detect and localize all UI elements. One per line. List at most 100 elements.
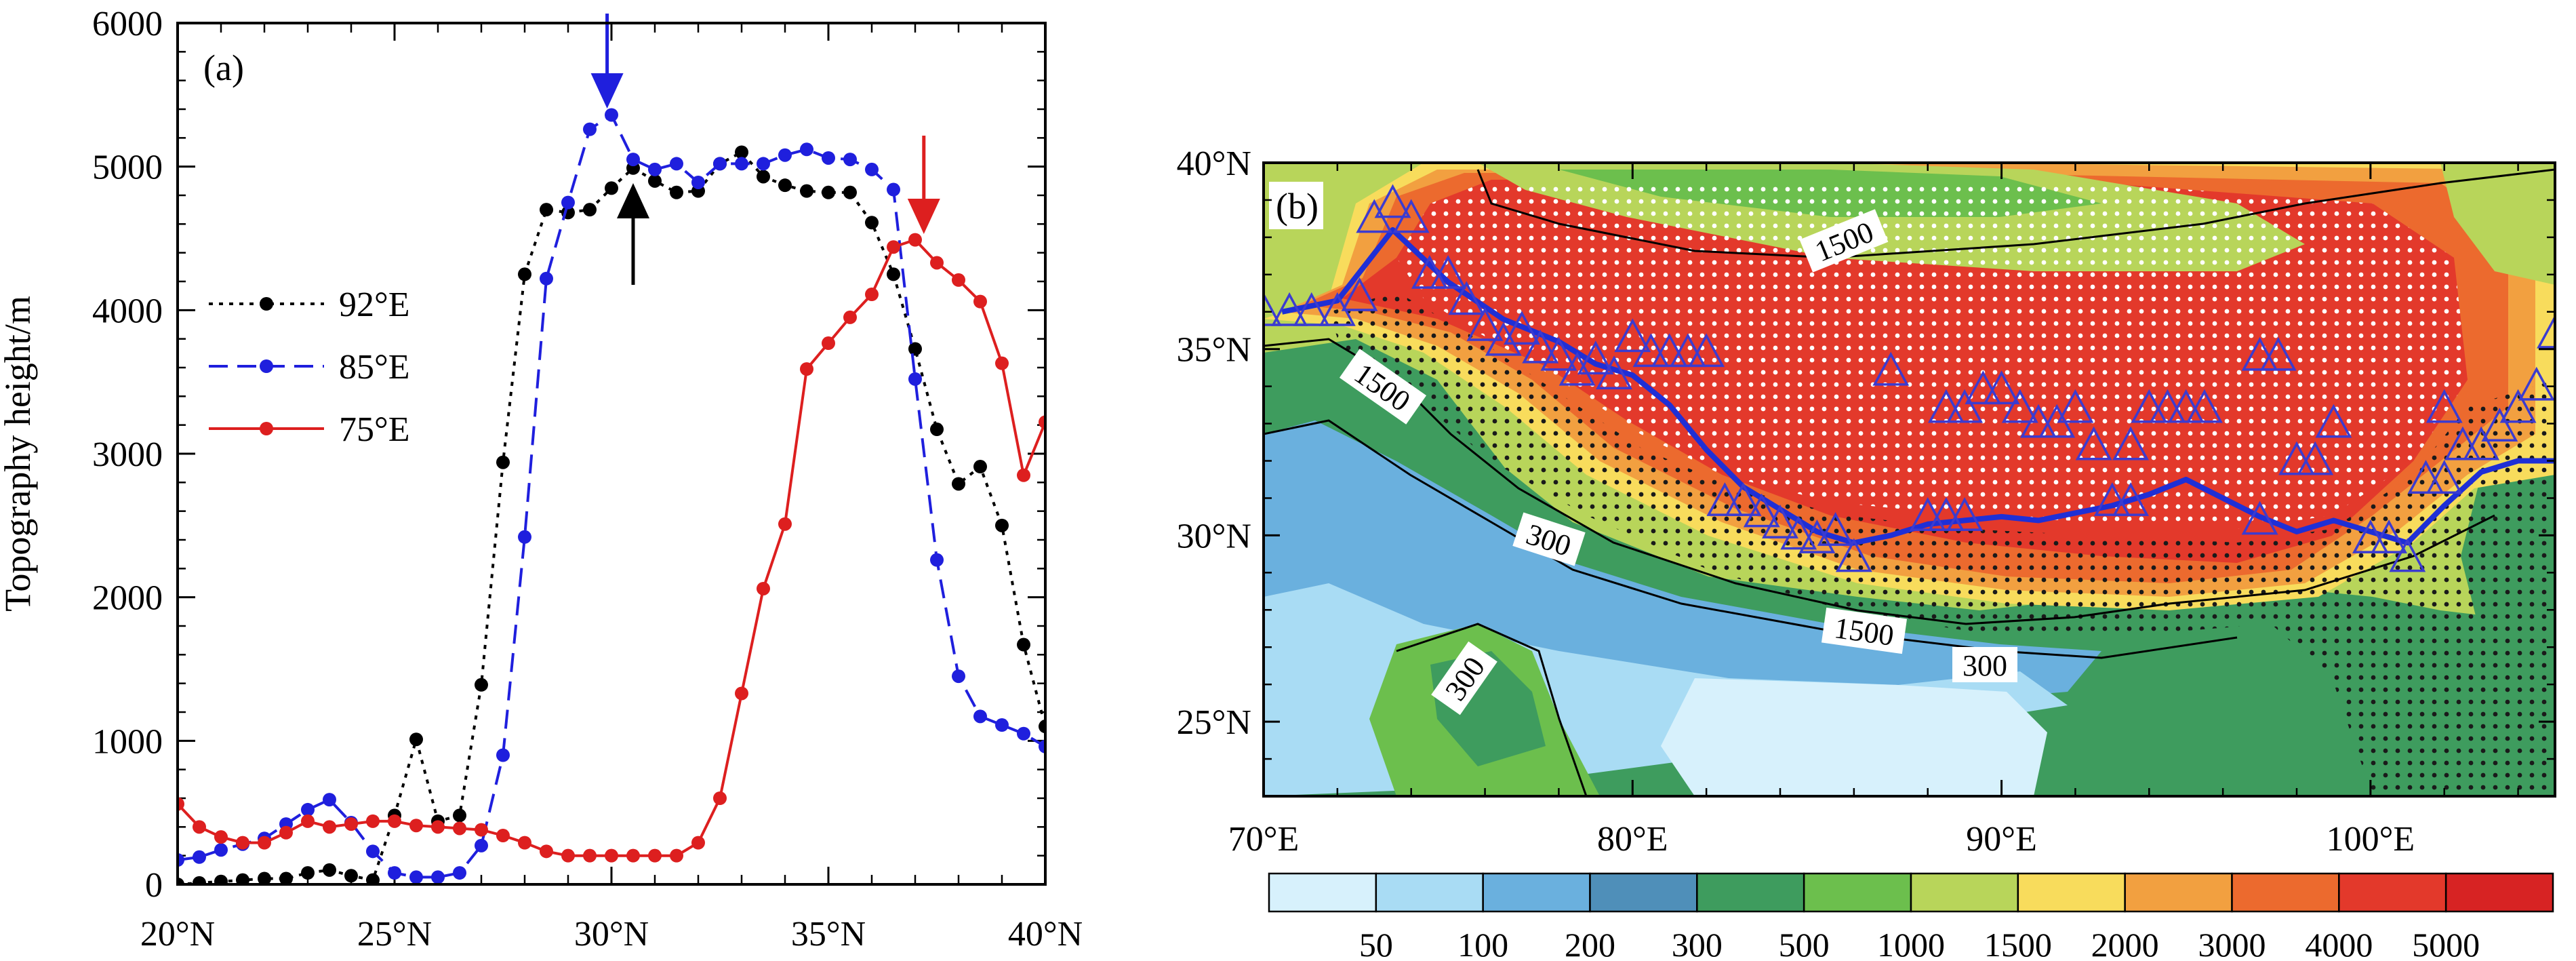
a-y-tick-label: 6000 (92, 5, 163, 43)
map-region-upper-right-green (2440, 163, 2555, 285)
series-point-0 (800, 184, 813, 198)
b-y-tick-label: 25°N (1177, 703, 1251, 742)
arrow-head-1 (617, 183, 649, 218)
series-point-2 (822, 336, 835, 351)
station-triangle (1271, 292, 1308, 326)
panel-a-arrows (590, 14, 940, 285)
panel-b-x-tick-labels: 70°E 80°E 90°E 100°E (1228, 820, 2415, 859)
series-point-2 (1039, 415, 1045, 429)
series-point-0 (865, 216, 879, 230)
b-y-tick-label: 40°N (1177, 144, 1251, 183)
series-point-1 (323, 793, 336, 807)
station-triangle (2112, 426, 2150, 460)
series-point-1 (561, 195, 575, 210)
series-line-2 (178, 238, 1045, 857)
series-point-0 (344, 869, 358, 883)
series-point-2 (757, 581, 770, 595)
series-point-0 (475, 678, 488, 692)
series-point-2 (887, 240, 900, 254)
colorbar-box (2017, 872, 2126, 913)
station-triangle (2352, 519, 2389, 553)
series-point-1 (453, 866, 466, 880)
station-triangle (2537, 314, 2555, 349)
panel-b-ticks (1262, 161, 2555, 796)
station-triangle (1983, 370, 2020, 405)
colorbar-label: 2000 (2091, 926, 2159, 961)
station-triangle (2426, 460, 2463, 494)
series-point-2 (475, 823, 488, 837)
station-triangle (2426, 389, 2463, 423)
station-triangle (1725, 482, 1762, 516)
a-y-tick-label: 2000 (92, 579, 163, 618)
colorbar-label: 200 (1565, 926, 1615, 961)
colorbar-box (1696, 872, 1805, 913)
colorbar-box (2124, 872, 2233, 913)
panel-a-legend: 92°E 85°E 75°E (209, 286, 410, 449)
station-triangle (1392, 199, 1430, 233)
series-point-0 (214, 874, 228, 884)
station-triangle (2444, 426, 2481, 460)
station-triangle (2278, 441, 2315, 475)
panel-a-x-tick-labels: 20°N 25°N 30°N 35°N 40°N (140, 915, 1083, 954)
series-point-2 (388, 814, 401, 828)
series-point-2 (691, 836, 705, 850)
station-triangle (1577, 340, 1614, 375)
series-point-2 (583, 848, 597, 863)
series-point-2 (193, 820, 206, 834)
station-triangle (1466, 307, 1504, 341)
series-point-2 (648, 848, 662, 863)
series-point-0 (1017, 638, 1030, 652)
series-point-0 (583, 203, 597, 217)
colorbar-box (1589, 872, 1698, 913)
colorbar-box (1482, 872, 1591, 913)
series-point-1 (540, 271, 553, 286)
series-point-0 (973, 460, 987, 474)
arrow-head-0 (590, 73, 624, 109)
colorbar-box (1803, 872, 1912, 913)
colorbar-box (1268, 872, 1377, 913)
contour-label-300-b: 300 (1952, 647, 2017, 682)
station-triangle (2518, 366, 2555, 401)
station-triangle (2241, 336, 2278, 371)
series-point-1 (691, 175, 705, 189)
series-point-2 (735, 686, 748, 701)
plateau-boundary-line (1281, 227, 2555, 546)
series-point-2 (605, 848, 618, 863)
series-point-1 (496, 748, 510, 762)
station-triangle (2499, 389, 2537, 423)
station-triangle (1927, 389, 1965, 423)
series-point-0 (496, 455, 510, 469)
panel-a-label: (a) (203, 47, 244, 88)
a-x-tick-label: 35°N (791, 915, 866, 954)
station-triangle (1762, 505, 1798, 538)
panel-a-ticks (176, 22, 1047, 886)
series-point-1 (409, 870, 423, 884)
series-point-1 (388, 866, 401, 880)
a-y-tick-label: 1000 (92, 722, 163, 761)
series-point-0 (279, 871, 293, 884)
colorbar: 50 100 200 300 500 1000 1500 2000 3000 4000 5000 (1268, 872, 2554, 961)
series-point-2 (258, 836, 271, 850)
station-triangle (1706, 482, 1744, 516)
station-triangle (2131, 389, 2168, 423)
series-point-2 (865, 288, 879, 302)
a-x-tick-label: 20°N (140, 915, 215, 954)
colorbar-label: 5000 (2412, 926, 2480, 961)
series-point-2 (670, 848, 683, 863)
station-triangles-group (1264, 184, 2555, 572)
series-point-2 (453, 821, 466, 836)
series-point-1 (800, 142, 813, 157)
svg-text:300: 300 (1963, 649, 2007, 682)
series-point-1 (301, 802, 315, 817)
series-point-2 (930, 256, 944, 270)
series-point-0 (735, 145, 748, 159)
series-point-1 (605, 108, 618, 122)
station-triangle (1743, 493, 1780, 528)
series-point-1 (908, 372, 922, 386)
series-point-0 (778, 178, 792, 193)
panel-b-y-tick-labels: 25°N 30°N 35°N 40°N (1177, 144, 1251, 742)
series-point-2 (540, 844, 553, 859)
colorbar-box (1910, 872, 2019, 913)
legend-marker-1 (260, 359, 273, 373)
series-point-1 (431, 870, 445, 884)
